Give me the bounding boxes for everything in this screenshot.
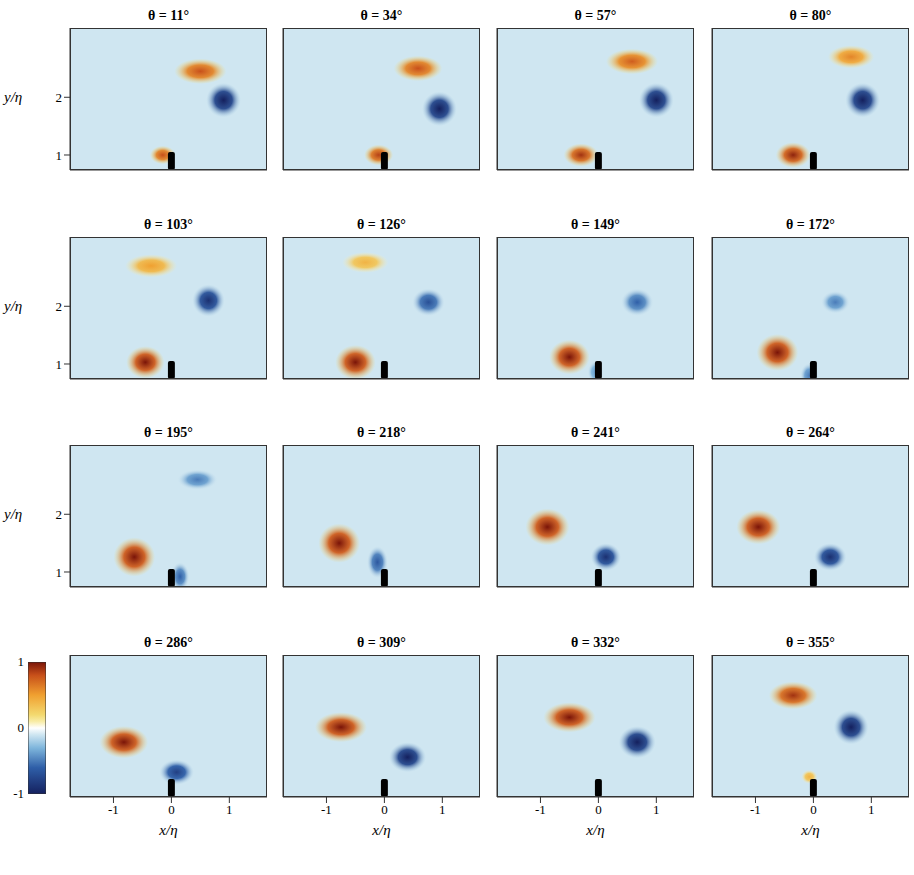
html-text:x/η: x/η (586, 822, 605, 838)
html-text:θ = 264°: θ = 264° (786, 425, 835, 440)
html-text:θ = 103°: θ = 103° (144, 217, 193, 232)
html-text:0: 0 (17, 720, 24, 735)
svg-text:-1: -1 (321, 802, 332, 817)
html-text:y/η: y/η (4, 89, 23, 105)
svg-text:2: 2 (56, 90, 63, 105)
html-text:θ = 241°: θ = 241° (571, 425, 620, 440)
html-text:θ = 286°: θ = 286° (144, 635, 193, 650)
html-text:1: 1 (17, 654, 24, 669)
svg-text:2: 2 (56, 299, 63, 314)
html-text:θ = 80°: θ = 80° (789, 8, 832, 23)
svg-text:1: 1 (226, 802, 233, 817)
svg-text:0: 0 (810, 802, 817, 817)
html-text:θ = 149°: θ = 149° (571, 217, 620, 232)
html-text:θ = 309°: θ = 309° (357, 635, 406, 650)
html-text:θ = 34°: θ = 34° (360, 8, 403, 23)
html-text:x/η: x/η (159, 822, 178, 838)
svg-text:0: 0 (168, 802, 175, 817)
svg-text:1: 1 (439, 802, 446, 817)
svg-text:-1: -1 (535, 802, 546, 817)
svg-text:2: 2 (56, 507, 63, 522)
html-text:θ = 332°: θ = 332° (571, 635, 620, 650)
html-text:x/η: x/η (801, 822, 820, 838)
html-text:θ = 57°: θ = 57° (574, 8, 617, 23)
html-text:y/η: y/η (4, 506, 23, 522)
svg-text:0: 0 (381, 802, 388, 817)
html-text:θ = 126°: θ = 126° (357, 217, 406, 232)
html-text:θ = 11°: θ = 11° (147, 8, 190, 23)
svg-text:-1: -1 (108, 802, 119, 817)
html-text:θ = 172°: θ = 172° (786, 217, 835, 232)
svg-text:1: 1 (56, 148, 63, 163)
svg-text:1: 1 (653, 802, 660, 817)
svg-text:1: 1 (868, 802, 875, 817)
svg-text:0: 0 (595, 802, 602, 817)
svg-text:1: 1 (56, 357, 63, 372)
svg-text:-1: -1 (750, 802, 761, 817)
html-text:θ = 218°: θ = 218° (357, 425, 406, 440)
html-text:θ = 355°: θ = 355° (786, 635, 835, 650)
html-text:-1: -1 (13, 786, 24, 801)
html-text:y/η: y/η (4, 298, 23, 314)
html-text:θ = 195°: θ = 195° (144, 425, 193, 440)
svg-text:1: 1 (56, 565, 63, 580)
html-text:x/η: x/η (372, 822, 391, 838)
